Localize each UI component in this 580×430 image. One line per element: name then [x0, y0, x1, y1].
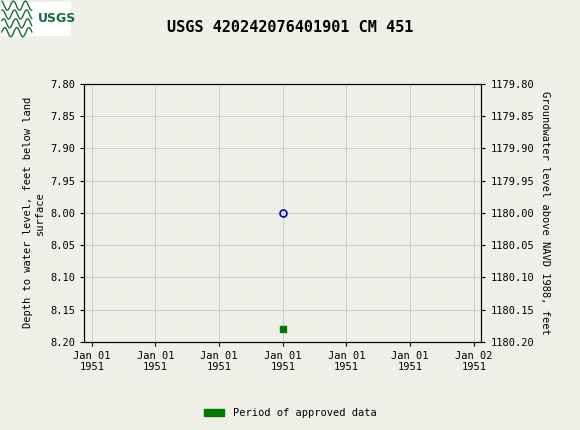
FancyBboxPatch shape	[1, 2, 71, 36]
Text: USGS 420242076401901 CM 451: USGS 420242076401901 CM 451	[167, 21, 413, 35]
Text: USGS: USGS	[38, 12, 76, 25]
Y-axis label: Depth to water level, feet below land
surface: Depth to water level, feet below land su…	[23, 97, 45, 329]
Legend: Period of approved data: Period of approved data	[200, 404, 380, 423]
Y-axis label: Groundwater level above NAVD 1988, feet: Groundwater level above NAVD 1988, feet	[540, 91, 550, 335]
